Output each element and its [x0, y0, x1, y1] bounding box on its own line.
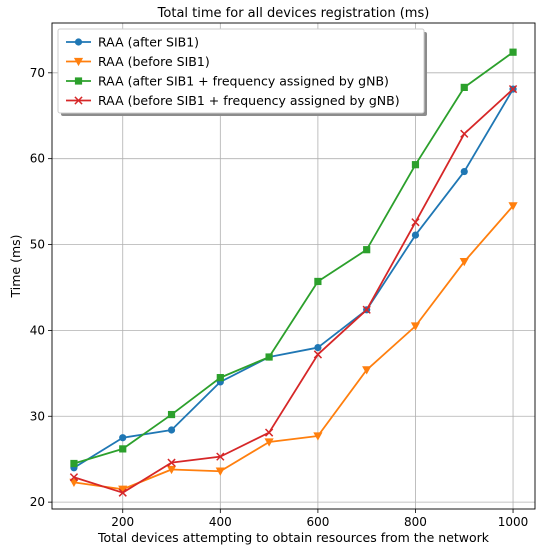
x-tick-label: 800	[404, 515, 427, 529]
data-point	[119, 445, 127, 453]
series-line	[73, 205, 514, 491]
x-marker-stroke	[264, 428, 274, 437]
data-point	[411, 161, 420, 169]
data-point	[167, 410, 176, 419]
data-point	[509, 48, 517, 56]
x-axis-label: Total devices attempting to obtain resou…	[97, 530, 490, 545]
series-group	[69, 48, 518, 497]
data-point	[118, 488, 127, 497]
x-tick-label: 1000	[498, 515, 529, 529]
y-tick-label: 20	[30, 495, 45, 509]
x-marker-stroke	[362, 305, 371, 314]
x-marker-stroke	[216, 452, 225, 461]
y-tick-label: 40	[30, 323, 45, 337]
data-point	[460, 83, 468, 91]
data-point	[215, 467, 225, 476]
x-marker-stroke	[167, 458, 176, 467]
x-marker-stroke	[411, 218, 420, 227]
x-tick-label: 200	[111, 515, 134, 529]
legend-label: RAA (before SIB1 + frequency assigned by…	[98, 93, 400, 108]
data-point	[508, 84, 518, 94]
data-point	[410, 322, 421, 331]
data-point	[167, 458, 176, 467]
data-point	[69, 473, 79, 482]
legend-label: RAA (after SIB1 + frequency assigned by …	[98, 74, 389, 89]
y-axis-label: Time (ms)	[8, 234, 23, 298]
legend-item: RAA (before SIB1)	[66, 54, 210, 69]
data-point	[411, 218, 420, 227]
data-point	[216, 374, 224, 382]
series-line	[73, 88, 514, 494]
data-point	[167, 426, 176, 434]
legend-marker	[74, 77, 83, 85]
x-tick-label: 600	[306, 515, 329, 529]
data-point	[314, 343, 322, 352]
data-point	[166, 465, 177, 475]
series-4	[69, 84, 518, 497]
legend-label: RAA (before SIB1)	[98, 54, 210, 69]
x-marker-stroke	[74, 96, 83, 105]
legend-label: RAA (after SIB1)	[98, 35, 199, 50]
y-tick-label: 50	[30, 238, 45, 252]
legend-item: RAA (after SIB1 + frequency assigned by …	[66, 74, 389, 89]
data-point	[70, 459, 78, 468]
data-point	[459, 258, 469, 267]
x-tick-label: 400	[209, 515, 232, 529]
x-marker-stroke	[69, 473, 79, 482]
legend-marker	[74, 38, 83, 46]
data-point	[362, 366, 372, 375]
data-point	[460, 129, 469, 138]
series-2	[69, 202, 518, 494]
legend-marker	[74, 96, 83, 105]
data-point	[411, 231, 420, 239]
data-point	[119, 434, 127, 442]
series-3	[70, 48, 517, 468]
legend: RAA (after SIB1) RAA (before SIB1) RAA (af…	[57, 28, 427, 116]
axis-ticks: 200 400 600 800 1000 20 30 40 50 60 70	[30, 66, 529, 529]
chart-title: Total time for all devices registration …	[157, 6, 430, 21]
legend-marker	[73, 57, 84, 67]
data-point	[265, 353, 273, 361]
x-marker-stroke	[508, 84, 518, 94]
x-marker-stroke	[460, 129, 469, 138]
data-point	[216, 452, 225, 461]
legend-item: RAA (before SIB1 + frequency assigned by…	[66, 93, 400, 108]
data-point	[460, 167, 468, 176]
legend-box	[57, 28, 425, 114]
series-line	[73, 88, 514, 469]
y-tick-label: 60	[30, 152, 45, 166]
x-marker-stroke	[313, 350, 323, 359]
y-tick-label: 70	[30, 66, 45, 80]
data-point	[69, 478, 79, 487]
data-point	[313, 432, 323, 441]
data-point	[314, 277, 322, 286]
plot-frame	[51, 22, 536, 510]
data-point	[118, 485, 128, 494]
x-marker-stroke	[118, 488, 127, 497]
series-line	[73, 51, 514, 465]
data-point	[264, 438, 274, 447]
data-point	[508, 202, 518, 211]
data-point	[264, 428, 274, 437]
data-point	[362, 305, 371, 314]
data-point	[313, 350, 323, 359]
y-tick-label: 30	[30, 409, 45, 423]
legend-item: RAA (after SIB1)	[66, 35, 199, 50]
data-point	[363, 246, 371, 254]
